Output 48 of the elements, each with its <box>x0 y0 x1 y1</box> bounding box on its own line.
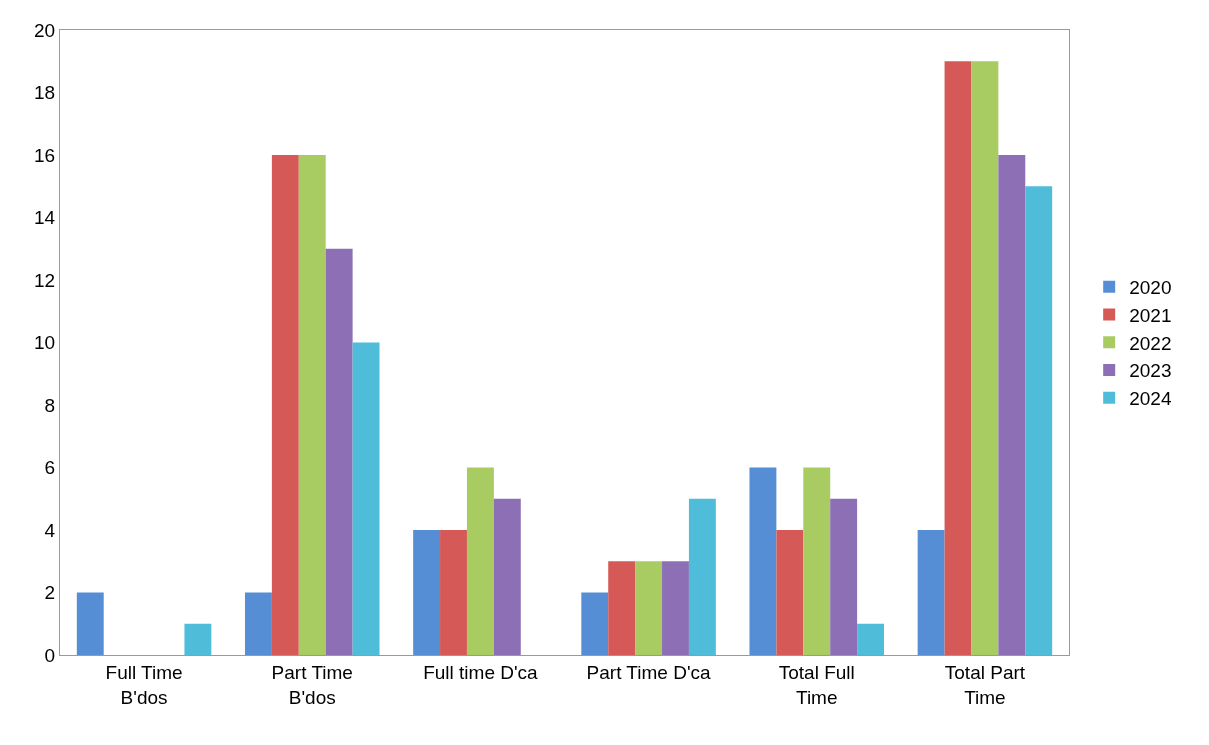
bar <box>298 155 326 655</box>
legend-label: 2024 <box>1129 388 1172 410</box>
y-tick-label: 16 <box>34 144 56 166</box>
bar <box>1025 186 1053 655</box>
bar <box>608 561 636 655</box>
bar <box>635 561 663 655</box>
bar <box>749 467 777 655</box>
bar <box>688 498 716 655</box>
y-tick-label: 14 <box>34 207 56 229</box>
y-tick-label: 12 <box>34 269 56 291</box>
x-tick-label: Full time D'ca <box>423 661 539 683</box>
bar <box>998 155 1026 655</box>
bar <box>857 623 885 655</box>
y-tick-label: 18 <box>34 82 56 104</box>
y-tick-label: 0 <box>44 644 56 666</box>
x-tick-label: Total Part Time <box>944 661 1026 708</box>
y-tick-label: 2 <box>44 582 56 604</box>
legend-label: 2022 <box>1129 332 1172 354</box>
y-tick-label: 6 <box>44 457 56 479</box>
bar <box>581 592 609 655</box>
bar <box>76 592 104 655</box>
bar <box>830 498 858 655</box>
bar <box>244 592 272 655</box>
bar <box>662 561 689 655</box>
x-tick-label: Part Time D'ca <box>586 661 711 683</box>
x-tick-label: Total Full Time <box>778 661 855 708</box>
bar <box>325 248 353 655</box>
bar <box>352 342 380 655</box>
y-tick-label: 20 <box>34 19 56 41</box>
x-tick-label: Full Time B'dos <box>105 661 183 708</box>
bar <box>776 530 804 655</box>
bar <box>440 530 467 655</box>
x-tick-label: Part Time B'dos <box>271 661 353 708</box>
bar <box>271 155 299 655</box>
bar <box>413 530 441 655</box>
legend-label: 2020 <box>1129 277 1172 299</box>
bar <box>184 623 212 655</box>
bar <box>944 61 972 655</box>
y-tick-label: 8 <box>44 394 56 416</box>
bar <box>917 530 945 655</box>
y-tick-label: 10 <box>34 332 56 354</box>
legend-label: 2023 <box>1129 360 1172 382</box>
bar <box>971 61 999 655</box>
bar <box>466 467 494 655</box>
bar <box>803 467 831 655</box>
legend-label: 2021 <box>1129 304 1172 326</box>
y-tick-label: 4 <box>44 519 56 541</box>
bar <box>493 498 521 655</box>
